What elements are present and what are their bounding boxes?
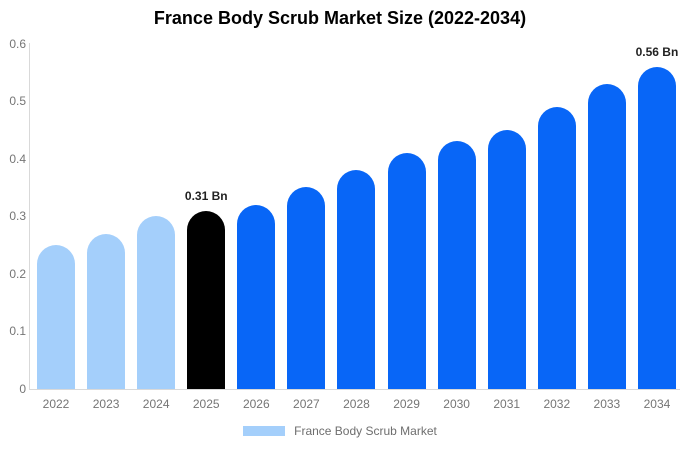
bar-2027[interactable] — [287, 187, 326, 389]
x-label-2031: 2031 — [493, 397, 521, 411]
y-tick-0.2: 0.2 — [9, 266, 26, 281]
x-label-2034: 2034 — [643, 397, 671, 411]
y-tick-0: 0 — [19, 382, 26, 396]
legend-swatch — [243, 426, 286, 436]
bar-2028[interactable] — [337, 170, 376, 389]
bar-2025[interactable] — [187, 210, 226, 389]
x-label-2030: 2030 — [443, 397, 470, 411]
bar-2030[interactable] — [437, 141, 476, 389]
x-label-2032: 2032 — [543, 397, 571, 411]
bar-2029[interactable] — [387, 152, 426, 389]
bar-2022[interactable] — [37, 245, 75, 389]
x-label-2023: 2023 — [92, 397, 120, 411]
legend[interactable]: France Body Scrub Market — [0, 424, 680, 438]
bar-2033[interactable] — [587, 83, 626, 389]
x-label-2026: 2026 — [242, 397, 270, 411]
x-axis-line — [29, 389, 680, 390]
x-label-2022: 2022 — [42, 397, 70, 411]
x-label-2033: 2033 — [593, 397, 621, 411]
bar-2032[interactable] — [537, 106, 576, 389]
x-label-2024: 2024 — [142, 397, 170, 411]
chart-title: France Body Scrub Market Size (2022-2034… — [153, 8, 527, 28]
data-label-2034: 0.56 Bn — [635, 44, 679, 59]
bar-2026[interactable] — [237, 204, 276, 389]
y-tick-0.6: 0.6 — [9, 36, 26, 51]
bar-2031[interactable] — [487, 129, 526, 389]
x-label-2028: 2028 — [343, 397, 370, 411]
y-tick-0.4: 0.4 — [9, 151, 26, 166]
y-tick-0.3: 0.3 — [9, 209, 26, 224]
y-tick-0.5: 0.5 — [9, 94, 26, 109]
bar-2023[interactable] — [87, 233, 126, 389]
y-tick-0.1: 0.1 — [9, 324, 26, 339]
bar-2024[interactable] — [137, 216, 176, 389]
legend-label: France Body Scrub Market — [294, 424, 437, 438]
y-axis-line — [29, 43, 30, 389]
x-label-2029: 2029 — [393, 397, 420, 411]
x-label-2025: 2025 — [192, 397, 220, 411]
data-label-2025: 0.31 Bn — [184, 188, 228, 203]
x-label-2027: 2027 — [293, 397, 320, 411]
bar-2034[interactable] — [637, 66, 676, 389]
